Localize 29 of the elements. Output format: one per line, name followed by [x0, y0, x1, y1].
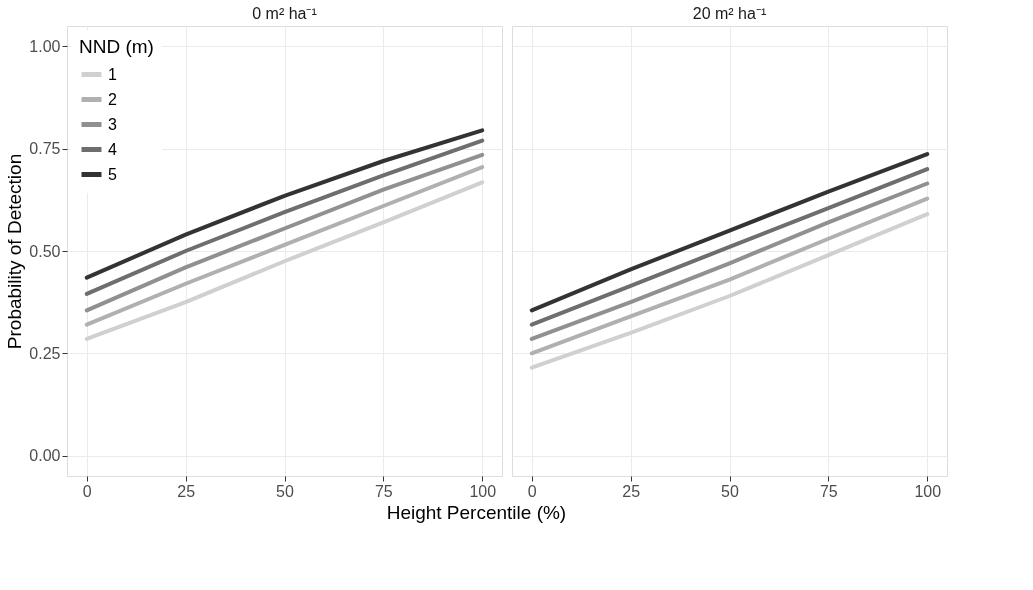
line-series [84, 138, 485, 296]
y-tick-label: 1.00 [29, 37, 61, 55]
legend-label: 2 [108, 90, 117, 108]
x-axis-title: Height Percentile (%) [386, 501, 567, 523]
x-tick-label: 0 [82, 482, 92, 500]
x-tick-label: 50 [276, 482, 294, 500]
x-tick-label: 25 [622, 482, 641, 500]
chart-title: 0 m² ha⁻¹ [252, 5, 317, 22]
x-tick-label: 75 [374, 482, 393, 500]
y-tick-label: 0.50 [29, 242, 61, 260]
chart-title: 20 m² ha⁻¹ [692, 5, 767, 22]
line-series [84, 180, 485, 341]
legend-label: 3 [108, 115, 117, 133]
x-tick-label: 100 [914, 482, 942, 500]
line-series [84, 128, 485, 280]
y-axis-title: Probability of Detection [4, 153, 26, 350]
legend-label: 5 [108, 165, 117, 183]
y-tick-label: 0.75 [29, 140, 61, 158]
legend-title: NND (m) [79, 36, 154, 57]
y-tick-label: 0.25 [29, 344, 61, 362]
y-tick-label: 0.00 [29, 447, 61, 465]
x-tick-label: 100 [469, 482, 497, 500]
legend-label: 4 [108, 140, 117, 158]
legend-label: 1 [108, 65, 117, 83]
x-tick-label: 50 [721, 482, 739, 500]
x-tick-label: 75 [819, 482, 838, 500]
x-tick-label: 0 [527, 482, 537, 500]
x-tick-label: 25 [177, 482, 196, 500]
line-series [84, 165, 485, 327]
